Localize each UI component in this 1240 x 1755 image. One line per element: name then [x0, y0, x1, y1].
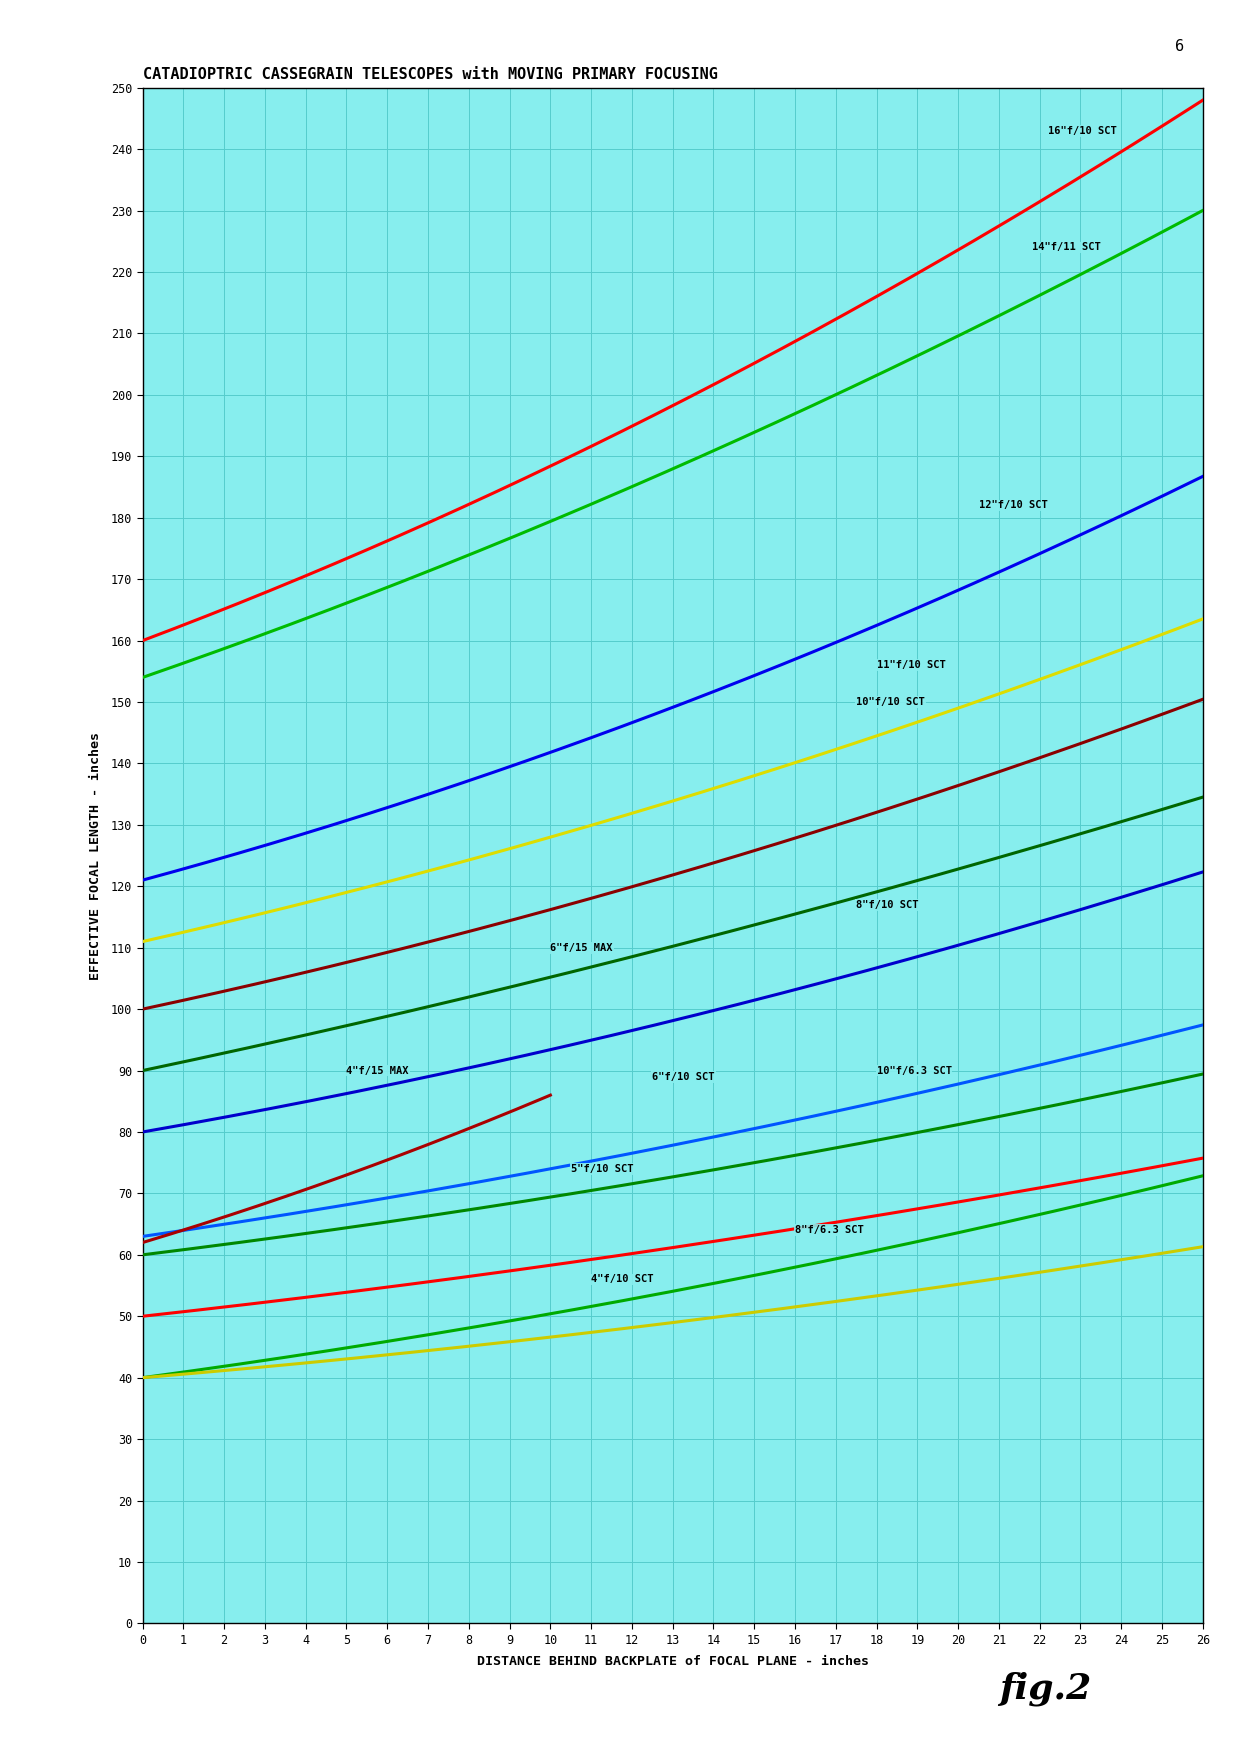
Text: 14"f/11 SCT: 14"f/11 SCT — [1032, 242, 1100, 253]
Text: 4"f/15 MAX: 4"f/15 MAX — [346, 1065, 409, 1076]
Text: 8"f/6.3 SCT: 8"f/6.3 SCT — [795, 1225, 864, 1236]
Text: fig.2: fig.2 — [999, 1671, 1091, 1706]
Y-axis label: EFFECTIVE FOCAL LENGTH - inches: EFFECTIVE FOCAL LENGTH - inches — [89, 732, 103, 979]
Text: 6: 6 — [1176, 39, 1184, 54]
Text: 10"f/6.3 SCT: 10"f/6.3 SCT — [877, 1065, 951, 1076]
Text: 10"f/10 SCT: 10"f/10 SCT — [856, 697, 925, 707]
Text: 6"f/15 MAX: 6"f/15 MAX — [551, 942, 613, 953]
Text: 8"f/10 SCT: 8"f/10 SCT — [856, 900, 919, 909]
Text: 4"f/10 SCT: 4"f/10 SCT — [591, 1274, 653, 1285]
Text: 5"f/10 SCT: 5"f/10 SCT — [570, 1164, 634, 1174]
Text: 6"f/10 SCT: 6"f/10 SCT — [652, 1072, 714, 1081]
Text: 11"f/10 SCT: 11"f/10 SCT — [877, 660, 945, 670]
Text: 12"f/10 SCT: 12"f/10 SCT — [978, 500, 1048, 511]
Text: CATADIOPTRIC CASSEGRAIN TELESCOPES with MOVING PRIMARY FOCUSING: CATADIOPTRIC CASSEGRAIN TELESCOPES with … — [143, 67, 718, 82]
X-axis label: DISTANCE BEHIND BACKPLATE of FOCAL PLANE - inches: DISTANCE BEHIND BACKPLATE of FOCAL PLANE… — [476, 1655, 869, 1667]
Text: 16"f/10 SCT: 16"f/10 SCT — [1048, 126, 1116, 135]
